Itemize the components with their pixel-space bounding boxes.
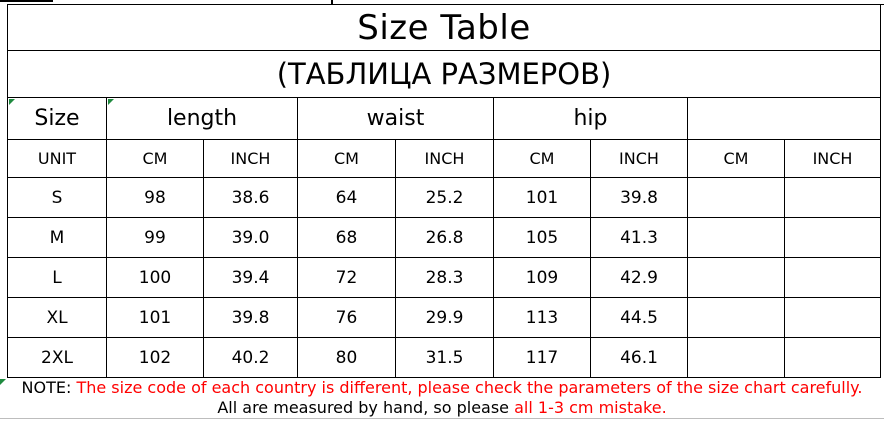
note-plain-text: All are measured by hand, so please [217, 398, 515, 417]
data-cell: 113 [493, 297, 591, 338]
data-cell: 99 [106, 217, 204, 258]
header-length: length [106, 97, 298, 140]
data-cell: 31.5 [395, 337, 494, 378]
data-cell: 72 [297, 257, 396, 298]
data-cell: 42.9 [590, 257, 688, 298]
data-cell: 102 [106, 337, 204, 378]
unit-cell: INCH [590, 139, 688, 178]
data-cell: 40.2 [203, 337, 298, 378]
table-row-l: L 100 39.4 72 28.3 109 42.9 [7, 257, 882, 298]
data-cell: 117 [493, 337, 591, 378]
header-size: Size [7, 97, 107, 140]
note-line-2: All are measured by hand, so please all … [0, 398, 884, 418]
data-cell: 44.5 [590, 297, 688, 338]
table-row-m: M 99 39.0 68 26.8 105 41.3 [7, 217, 882, 258]
size-cell: S [7, 177, 107, 218]
data-cell: 68 [297, 217, 396, 258]
group-header-row: Size length waist hip [7, 97, 882, 140]
size-table: Size Table (ТАБЛИЦА РАЗМЕРОВ) Size lengt… [6, 4, 882, 378]
subtitle-row: (ТАБЛИЦА РАЗМЕРОВ) [6, 50, 882, 98]
data-cell: 39.4 [203, 257, 298, 298]
page-title: Size Table [6, 4, 882, 51]
title-row: Size Table [6, 4, 882, 51]
gridline-artifact [880, 4, 884, 5]
data-cell: 98 [106, 177, 204, 218]
error-indicator-icon [108, 99, 114, 105]
data-cell: 76 [297, 297, 396, 338]
table-row-2xl: 2XL 102 40.2 80 31.5 117 46.1 [7, 337, 882, 378]
unit-cell: CM [493, 139, 591, 178]
error-indicator-icon [0, 379, 6, 385]
note-block: NOTE: The size code of each country is d… [0, 378, 884, 418]
data-cell: 28.3 [395, 257, 494, 298]
data-cell: 109 [493, 257, 591, 298]
header-extra [686, 97, 882, 140]
size-cell: XL [7, 297, 107, 338]
data-cell: 39.8 [590, 177, 688, 218]
gridline-artifact [331, 0, 333, 5]
size-cell: 2XL [7, 337, 107, 378]
data-cell [687, 337, 785, 378]
data-cell: 105 [493, 217, 591, 258]
header-hip: hip [493, 97, 688, 140]
data-cell: 100 [106, 257, 204, 298]
data-cell: 101 [106, 297, 204, 338]
data-cell: 26.8 [395, 217, 494, 258]
data-cell: 41.3 [590, 217, 688, 258]
data-cell: 64 [297, 177, 396, 218]
header-waist: waist [297, 97, 494, 140]
data-cell: 46.1 [590, 337, 688, 378]
data-cell [687, 177, 785, 218]
note-prefix: NOTE: [21, 378, 77, 397]
size-cell: L [7, 257, 107, 298]
faint-gridline [0, 418, 884, 419]
data-cell [783, 217, 882, 258]
page-subtitle: (ТАБЛИЦА РАЗМЕРОВ) [6, 50, 882, 98]
unit-cell: CM [297, 139, 396, 178]
data-cell: 80 [297, 337, 396, 378]
data-cell: 39.8 [203, 297, 298, 338]
table-row-s: S 98 38.6 64 25.2 101 39.8 [7, 177, 882, 218]
note-line-1: NOTE: The size code of each country is d… [0, 378, 884, 398]
note-warning-text: The size code of each country is differe… [76, 378, 863, 397]
error-indicator-icon [9, 99, 15, 105]
unit-header-row: UNIT CM INCH CM INCH CM INCH CM INCH [7, 139, 882, 178]
gridline-artifact [0, 0, 53, 2]
data-cell: 38.6 [203, 177, 298, 218]
data-cell: 101 [493, 177, 591, 218]
data-cell: 39.0 [203, 217, 298, 258]
unit-cell: CM [687, 139, 785, 178]
data-cell [687, 257, 785, 298]
unit-cell: INCH [783, 139, 882, 178]
note-warning-text-2: all 1-3 cm mistake. [514, 398, 667, 417]
data-cell [687, 297, 785, 338]
unit-label-cell: UNIT [7, 139, 107, 178]
data-cell [783, 177, 882, 218]
data-cell: 29.9 [395, 297, 494, 338]
data-cell [783, 297, 882, 338]
data-cell: 25.2 [395, 177, 494, 218]
size-cell: M [7, 217, 107, 258]
table-row-xl: XL 101 39.8 76 29.9 113 44.5 [7, 297, 882, 338]
data-cell [687, 217, 785, 258]
unit-cell: CM [106, 139, 204, 178]
data-cell [783, 257, 882, 298]
unit-cell: INCH [203, 139, 298, 178]
data-cell [783, 337, 882, 378]
unit-cell: INCH [395, 139, 494, 178]
